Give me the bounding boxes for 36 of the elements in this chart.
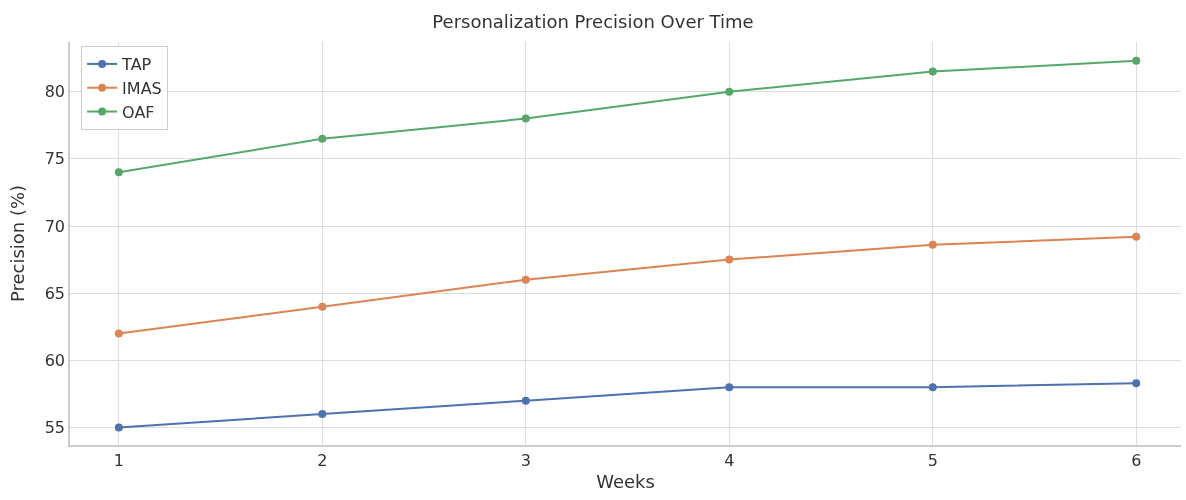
x-tick-label: 5 — [927, 450, 938, 470]
x-tick-label: 6 — [1131, 450, 1142, 470]
point — [114, 423, 123, 432]
y-tick-label: 65 — [44, 283, 66, 303]
x-tick-label: 1 — [113, 450, 124, 470]
x-tick-label: 2 — [317, 450, 328, 470]
y-axis-title: Precision (%) — [7, 184, 29, 303]
y-tick-label: 55 — [44, 418, 66, 438]
legend-label: TAP — [121, 55, 152, 75]
point — [318, 410, 327, 419]
point — [725, 87, 734, 96]
legend-label: OAF — [122, 102, 155, 122]
point — [725, 255, 734, 264]
legend-label: IMAS — [122, 78, 162, 98]
x-tick-label: 3 — [520, 450, 531, 470]
x-axis-title: Weeks — [596, 470, 655, 492]
y-tick-label: 75 — [44, 149, 66, 169]
chart-title: Personalization Precision Over Time — [432, 10, 754, 32]
y-tick-label: 60 — [44, 350, 66, 370]
point — [928, 67, 937, 76]
point — [1132, 379, 1141, 388]
point — [1132, 56, 1141, 65]
y-tick-label: 80 — [44, 82, 66, 102]
y-tick-label: 70 — [44, 216, 66, 236]
point — [114, 168, 123, 177]
point — [928, 240, 937, 249]
point — [318, 134, 327, 143]
point — [318, 302, 327, 311]
point — [928, 383, 937, 392]
point — [114, 329, 123, 338]
point — [521, 114, 530, 123]
point — [521, 275, 530, 284]
x-tick-label: 4 — [724, 450, 735, 470]
point — [521, 396, 530, 405]
point — [1132, 232, 1141, 241]
point — [725, 383, 734, 392]
